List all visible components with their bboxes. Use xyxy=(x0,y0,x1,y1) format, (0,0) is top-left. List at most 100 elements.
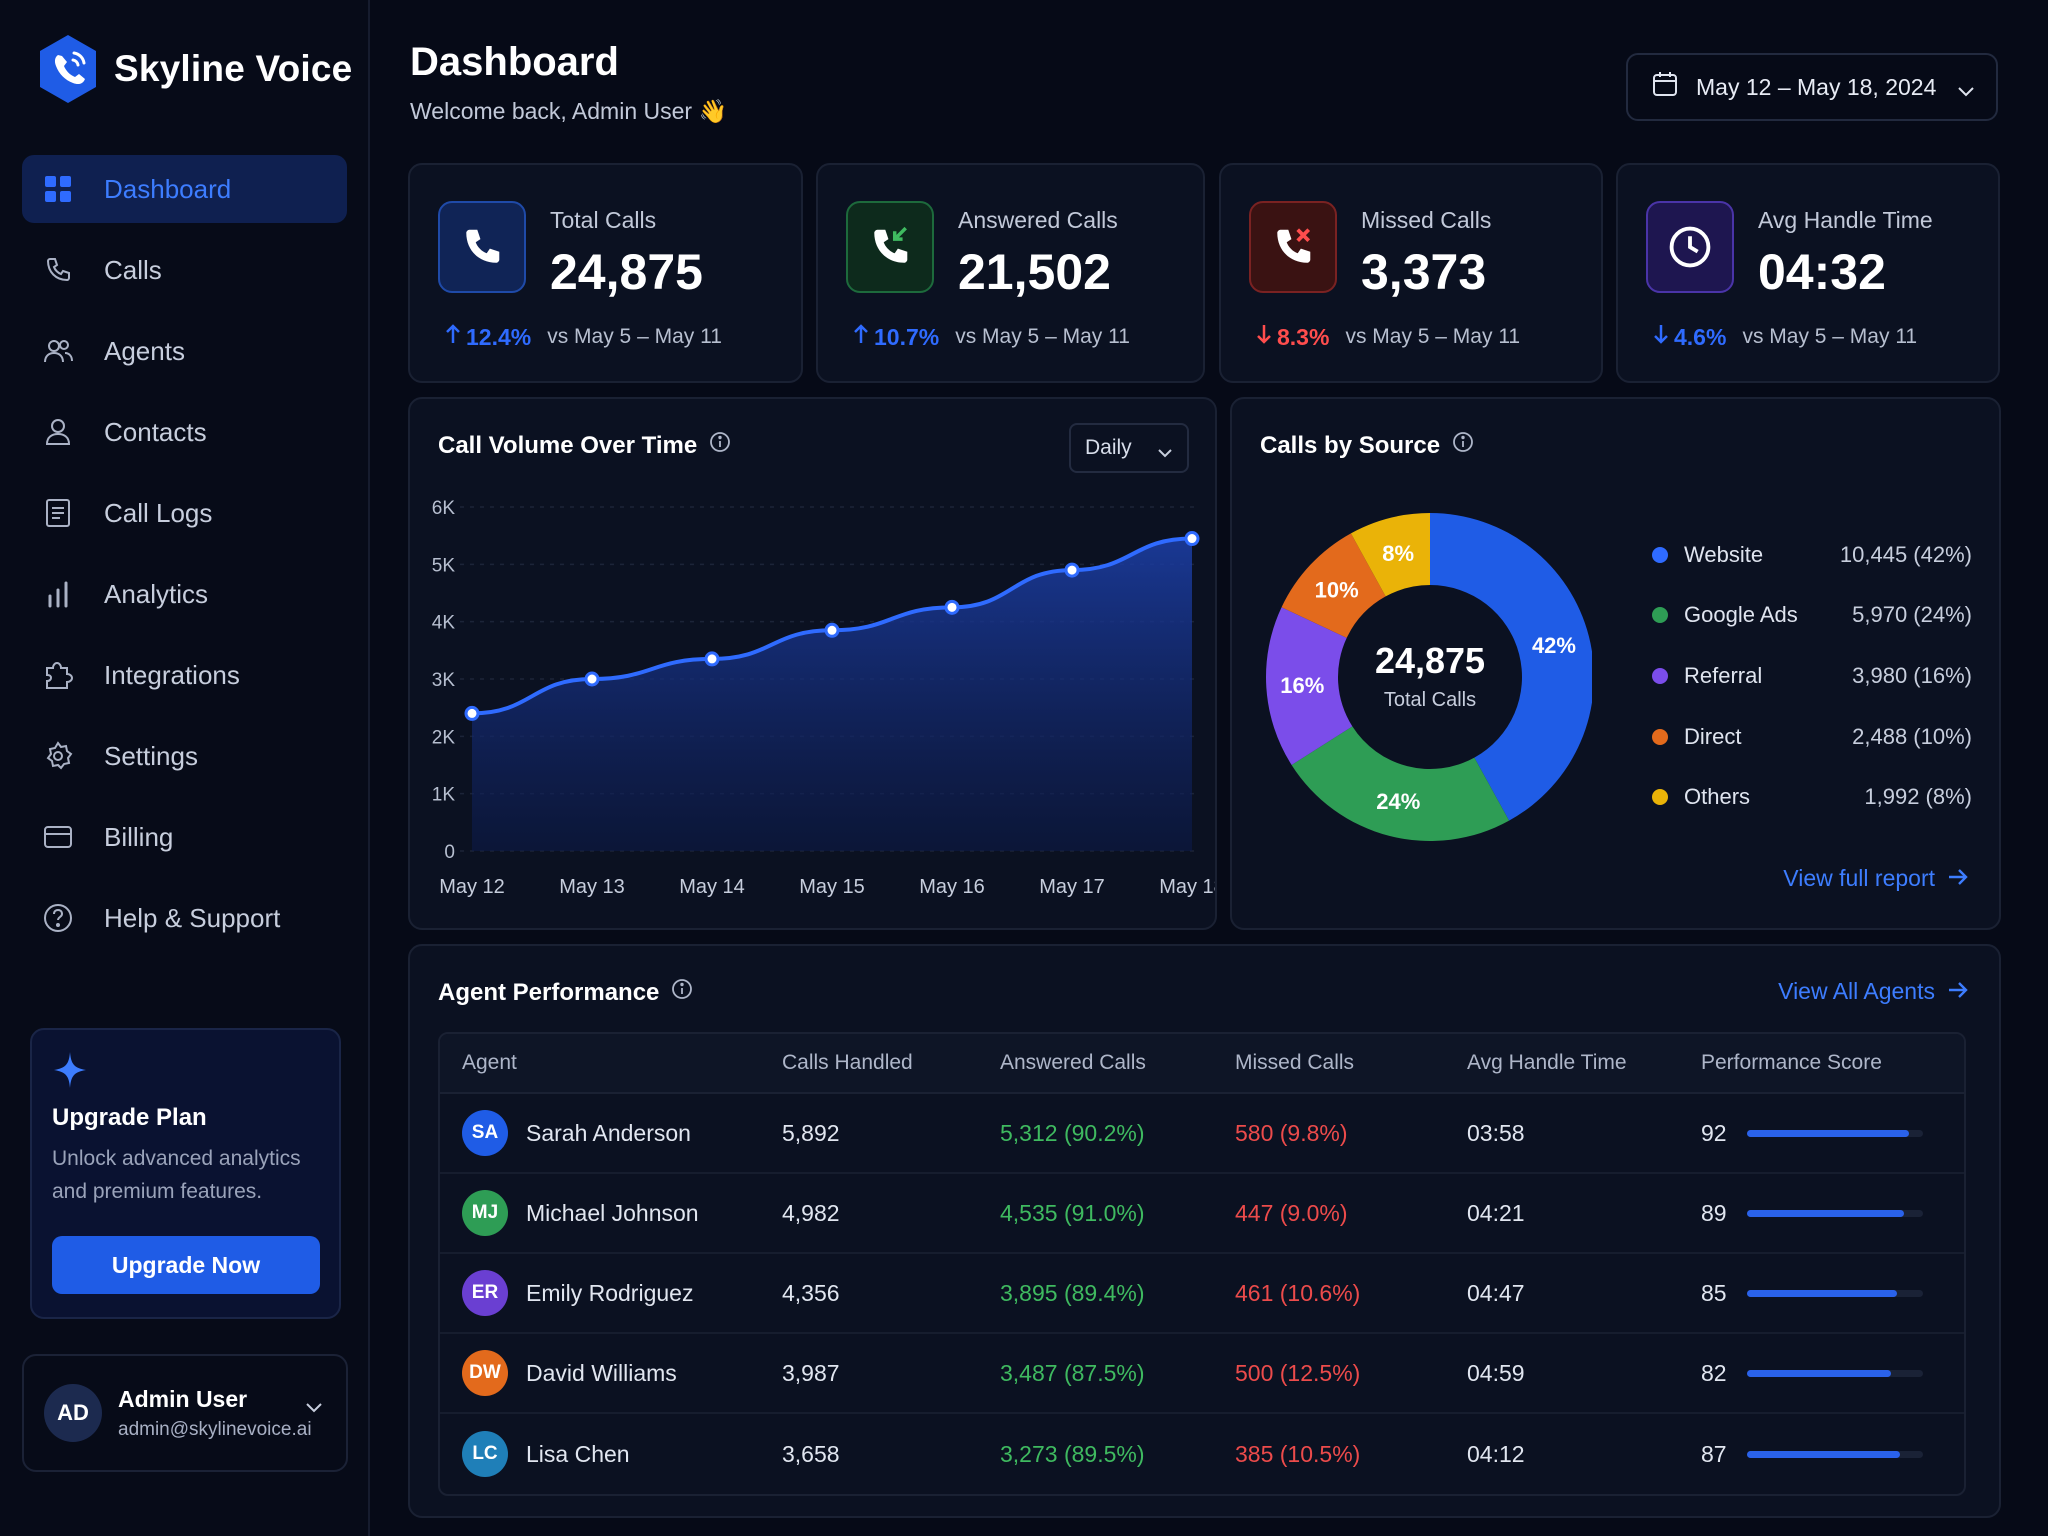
legend-item-google-ads[interactable]: Google Ads 5,970 (24%) xyxy=(1652,595,1972,635)
kpi-delta: 12.4% vs May 5 – May 11 xyxy=(444,323,722,351)
users-icon xyxy=(42,335,74,367)
kpi-value: 04:32 xyxy=(1758,244,1886,300)
table-row[interactable]: SA Sarah Anderson 5,892 5,312 (90.2%) 580 (9… xyxy=(440,1094,1964,1174)
calls-handled: 3,658 xyxy=(782,1440,840,1467)
date-range-label: May 12 – May 18, 2024 xyxy=(1696,73,1937,100)
arrow-right-icon xyxy=(1947,978,1969,1005)
score-bar-fill xyxy=(1747,1209,1904,1217)
legend-dot xyxy=(1652,607,1668,623)
kpi-delta: 8.3% vs May 5 – May 11 xyxy=(1255,323,1520,351)
score-bar xyxy=(1747,1209,1923,1217)
info-icon[interactable] xyxy=(671,978,693,1007)
kpi-card-total-calls: Total Calls 24,875 12.4% vs May 5 – May … xyxy=(408,163,803,383)
sidebar-item-analytics[interactable]: Analytics xyxy=(22,560,347,628)
donut-slice-website xyxy=(1430,513,1592,821)
sidebar-item-label: Agents xyxy=(104,335,185,366)
slice-percent-label: 42% xyxy=(1532,633,1576,658)
grid-icon xyxy=(42,173,74,205)
legend-item-referral[interactable]: Referral 3,980 (16%) xyxy=(1652,656,1972,696)
info-icon[interactable] xyxy=(1452,431,1474,460)
table-row[interactable]: ER Emily Rodriguez 4,356 3,895 (89.4%) 461 (… xyxy=(440,1254,1964,1334)
sidebar: Skyline Voice Dashboard Calls Agents Con… xyxy=(0,0,370,1536)
sparkle-icon xyxy=(52,1050,92,1090)
user-menu[interactable]: AD Admin User admin@skylinevoice.ai xyxy=(22,1354,348,1472)
period-select[interactable]: Daily xyxy=(1069,423,1189,473)
sidebar-item-label: Dashboard xyxy=(104,173,232,204)
legend-dot xyxy=(1652,547,1668,563)
chevron-down-icon xyxy=(304,1400,324,1419)
legend-item-website[interactable]: Website 10,445 (42%) xyxy=(1652,535,1972,575)
sidebar-item-help-support[interactable]: Help & Support xyxy=(22,884,347,952)
kpi-value: 21,502 xyxy=(958,244,1111,300)
brand[interactable]: Skyline Voice xyxy=(36,32,352,106)
donut-slice-others xyxy=(1350,513,1430,597)
arrow-down-icon xyxy=(1255,323,1273,351)
score-value: 89 xyxy=(1701,1199,1727,1226)
table-row[interactable]: DW David Williams 3,987 3,487 (87.5%) 500 (1… xyxy=(440,1334,1964,1414)
table-row[interactable]: MJ Michael Johnson 4,982 4,535 (91.0%) 447 (… xyxy=(440,1174,1964,1254)
calls-by-source-title: Calls by Source xyxy=(1260,431,1474,460)
missed-calls: 461 (10.6%) xyxy=(1235,1279,1361,1306)
donut-slice-google-ads xyxy=(1291,726,1510,841)
arrow-up-icon xyxy=(852,323,870,351)
upgrade-now-button[interactable]: Upgrade Now xyxy=(52,1236,320,1294)
chevron-down-icon xyxy=(1157,441,1173,465)
sidebar-item-integrations[interactable]: Integrations xyxy=(22,641,347,709)
column-header[interactable]: Answered Calls xyxy=(1000,1051,1146,1074)
view-all-agents-link[interactable]: View All Agents xyxy=(1778,978,1969,1005)
column-header[interactable]: Avg Handle Time xyxy=(1467,1051,1627,1074)
answered-calls: 5,312 (90.2%) xyxy=(1000,1119,1145,1146)
avatar: LC xyxy=(462,1431,508,1477)
calls-by-source-donut: 42% 24% 16% 10% 8% 24,875 Total Calls xyxy=(1266,513,1592,841)
view-full-report-link[interactable]: View full report xyxy=(1783,865,1969,892)
donut-slice-direct xyxy=(1281,533,1386,638)
avatar: ER xyxy=(462,1270,508,1316)
date-range-picker[interactable]: May 12 – May 18, 2024 xyxy=(1626,53,1998,121)
page-title: Dashboard xyxy=(410,40,619,84)
missed-calls: 385 (10.5%) xyxy=(1235,1440,1361,1467)
column-header[interactable]: Calls Handled xyxy=(782,1051,913,1074)
table-row[interactable]: LC Lisa Chen 3,658 3,273 (89.5%) 385 (10.5%)… xyxy=(440,1414,1964,1494)
calls-handled: 5,892 xyxy=(782,1119,840,1146)
column-header[interactable]: Agent xyxy=(462,1051,517,1074)
chevron-down-icon xyxy=(1956,77,1976,104)
x-tick-label: May 12 xyxy=(439,876,505,898)
area-fill xyxy=(472,538,1192,851)
card-icon xyxy=(42,821,74,853)
sidebar-item-settings[interactable]: Settings xyxy=(22,722,347,790)
agent-cell: LC Lisa Chen xyxy=(440,1431,782,1477)
data-point xyxy=(1064,562,1080,578)
avg-handle-time: 03:58 xyxy=(1467,1119,1525,1146)
score-bar xyxy=(1747,1289,1923,1297)
sidebar-item-contacts[interactable]: Contacts xyxy=(22,398,347,466)
column-header[interactable]: Performance Score xyxy=(1701,1051,1882,1074)
info-icon[interactable] xyxy=(709,431,731,460)
sidebar-item-agents[interactable]: Agents xyxy=(22,317,347,385)
table-header: Agent Calls Handled Answered Calls Misse… xyxy=(440,1034,1964,1094)
data-point xyxy=(824,622,840,638)
column-header[interactable]: Missed Calls xyxy=(1235,1051,1355,1074)
data-point xyxy=(1184,531,1200,547)
answered-calls: 4,535 (91.0%) xyxy=(1000,1199,1145,1226)
sidebar-item-call-logs[interactable]: Call Logs xyxy=(22,479,347,547)
x-tick-label: May 18 xyxy=(1159,876,1215,898)
y-tick-label: 5K xyxy=(432,555,456,576)
sidebar-item-label: Billing xyxy=(104,821,174,852)
donut-center-label: Total Calls xyxy=(1384,689,1476,711)
sidebar-item-dashboard[interactable]: Dashboard xyxy=(22,155,347,223)
avatar: SA xyxy=(462,1110,508,1156)
calls-by-source-card: Calls by Source 42% 24% 16% 10% 8% 24,875 To… xyxy=(1230,397,2001,930)
legend-item-others[interactable]: Others 1,992 (8%) xyxy=(1652,777,1972,817)
agent-cell: DW David Williams xyxy=(440,1350,782,1396)
y-tick-label: 4K xyxy=(432,613,456,634)
kpi-delta: 4.6% vs May 5 – May 11 xyxy=(1652,323,1917,351)
sidebar-item-billing[interactable]: Billing xyxy=(22,803,347,871)
y-tick-label: 6K xyxy=(432,498,456,519)
kpi-value: 3,373 xyxy=(1361,244,1487,300)
score-bar xyxy=(1747,1450,1923,1458)
legend-item-direct[interactable]: Direct 2,488 (10%) xyxy=(1652,717,1972,757)
agent-name: Lisa Chen xyxy=(526,1440,630,1467)
phone-incoming-icon xyxy=(846,201,934,293)
arrow-right-icon xyxy=(1947,865,1969,892)
sidebar-item-calls[interactable]: Calls xyxy=(22,236,347,304)
